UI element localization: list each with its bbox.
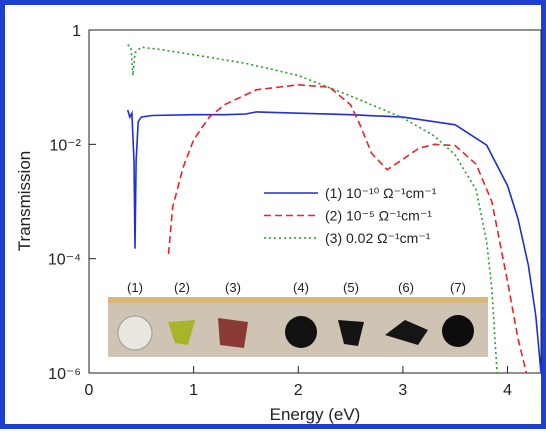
sample — [338, 320, 364, 346]
x-tick-label: 1 — [189, 382, 198, 399]
y-axis-label: Transmission — [15, 151, 34, 251]
plot-frame — [88, 29, 542, 374]
x-tick-label: 4 — [503, 382, 512, 399]
inset-label: (2) — [174, 280, 190, 295]
x-tick-label: 2 — [294, 382, 303, 399]
sample — [385, 320, 428, 345]
sample — [168, 320, 195, 345]
x-tick-label: 3 — [398, 382, 407, 399]
inset-label: (3) — [225, 280, 241, 295]
x-axis-label: Energy (eV) — [270, 405, 361, 424]
sample — [117, 315, 153, 351]
inset-label: (7) — [450, 280, 466, 295]
inset-label: (5) — [343, 280, 359, 295]
inset-label: (1) — [127, 280, 143, 295]
y-tick-label: 10⁻² — [49, 137, 81, 154]
inset-label: (4) — [293, 280, 309, 295]
sample — [218, 318, 248, 348]
y-tick-label: 1 — [72, 23, 81, 40]
ruler — [108, 297, 488, 303]
legend-label: (1) 10⁻¹⁰ Ω⁻¹cm⁻¹ — [325, 185, 437, 201]
legend-label: (2) 10⁻⁵ Ω⁻¹cm⁻¹ — [325, 208, 432, 224]
x-tick-label: 0 — [85, 382, 94, 399]
legend-label: (3) 0.02 Ω⁻¹cm⁻¹ — [325, 230, 431, 246]
inset-photos — [108, 297, 488, 357]
sample — [285, 316, 317, 348]
sample — [442, 315, 474, 347]
series-line — [126, 109, 542, 374]
series-line — [167, 83, 528, 374]
inset-label: (6) — [398, 280, 414, 295]
y-tick-label: 10⁻⁴ — [48, 252, 81, 269]
y-tick-label: 10⁻⁶ — [48, 366, 81, 383]
